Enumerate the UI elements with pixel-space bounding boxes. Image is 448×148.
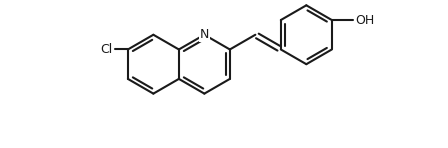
- Text: OH: OH: [355, 13, 374, 26]
- Text: N: N: [200, 28, 209, 41]
- Text: Cl: Cl: [100, 43, 112, 56]
